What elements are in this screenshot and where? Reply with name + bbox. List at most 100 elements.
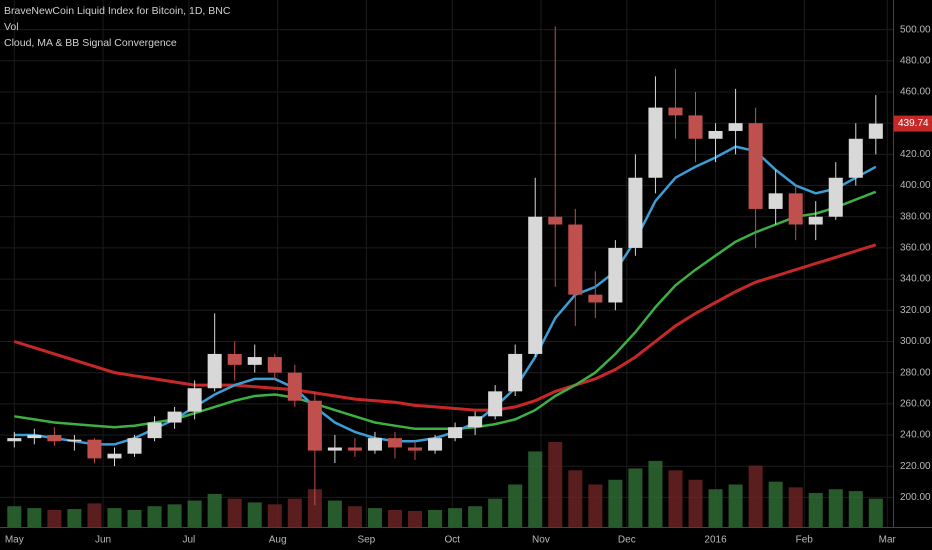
y-tick-label: 320.00 (900, 305, 931, 316)
candle-body (548, 216, 563, 225)
volume-bar (808, 493, 823, 527)
last-price-label: 439.74 (898, 118, 929, 129)
candle-body (87, 439, 102, 459)
indicator-label: Cloud, MA & BB Signal Convergence (4, 37, 177, 49)
x-tick-label: Mar (879, 535, 897, 546)
volume-bar (768, 481, 783, 527)
moving-average-line (14, 190, 877, 431)
volume-bar (107, 508, 122, 527)
volume-bar (227, 498, 242, 527)
candle-body (688, 115, 703, 139)
candles (7, 26, 883, 506)
x-tick-label: Sep (357, 535, 375, 546)
volume-pane (7, 442, 883, 527)
x-tick-label: 2016 (704, 535, 727, 546)
volume-bar (307, 489, 322, 527)
candle-body (628, 177, 643, 248)
volume-bar (828, 489, 843, 527)
candle-body (848, 138, 863, 178)
candle-body (207, 353, 222, 389)
volume-bar (247, 502, 262, 527)
x-tick-label: May (5, 535, 24, 546)
candle-body (468, 416, 483, 428)
candle-body (7, 438, 22, 442)
volume-bar (568, 470, 583, 527)
x-tick-label: Jun (95, 535, 111, 546)
volume-bar (327, 500, 342, 527)
volume-bar (588, 484, 603, 527)
volume-bar (67, 509, 82, 527)
y-tick-label: 340.00 (900, 274, 931, 285)
candle-body (387, 438, 402, 448)
y-tick-label: 420.00 (900, 149, 931, 160)
volume-bar (187, 500, 202, 527)
volume-bar (548, 442, 563, 527)
volume-bar (287, 498, 302, 527)
volume-bar (207, 493, 222, 527)
volume-bar (127, 510, 142, 527)
y-tick-label: 500.00 (900, 24, 931, 35)
indicator-label: Vol (4, 21, 19, 33)
volume-bar (387, 510, 402, 527)
volume-bar (468, 506, 483, 527)
moving-average-line (13, 243, 877, 412)
legend: BraveNewCoin Liquid Index for Bitcoin, 1… (4, 5, 231, 49)
candle-body (648, 107, 663, 178)
volume-bar (868, 498, 883, 527)
candle-body (728, 123, 743, 131)
y-tick-label: 260.00 (900, 398, 931, 409)
axes: 200.00 220.00 240.00 260.00 280.00 300.00 320.… (5, 24, 932, 546)
candle-body (347, 447, 362, 451)
candle-body (508, 353, 523, 392)
volume-bar (408, 510, 423, 527)
candle-body (488, 391, 503, 417)
candle-body (788, 193, 803, 225)
candle-body (528, 216, 543, 354)
y-tick-label: 380.00 (900, 211, 931, 222)
last-price-tag (894, 115, 932, 132)
candle-body (828, 177, 843, 217)
candle-body (768, 193, 783, 209)
volume-bar (848, 491, 863, 527)
volume-bar (448, 508, 463, 527)
candle-body (267, 357, 282, 373)
volume-bar (147, 506, 162, 527)
y-tick-label: 460.00 (900, 87, 931, 98)
volume-bar (688, 479, 703, 527)
volume-bar (267, 504, 282, 527)
candle-body (408, 447, 423, 451)
volume-bar (7, 506, 22, 527)
y-tick-label: 360.00 (900, 243, 931, 254)
candle-body (588, 294, 603, 303)
volume-bar (648, 460, 663, 527)
y-tick-label: 240.00 (900, 430, 931, 441)
candle-body (227, 353, 242, 365)
candle-body (808, 216, 823, 225)
volume-bar (367, 508, 382, 527)
candle-body (748, 123, 763, 209)
y-tick-label: 480.00 (900, 55, 931, 66)
volume-bar (728, 484, 743, 527)
volume-bar (528, 451, 543, 527)
candle-body (608, 247, 623, 303)
volume-bar (428, 510, 443, 527)
volume-bar (788, 487, 803, 527)
candle-body (247, 357, 262, 365)
candle-body (107, 453, 122, 459)
volume-bar (668, 470, 683, 527)
candle-body (568, 224, 583, 295)
candle-body (367, 438, 382, 451)
volume-bar (708, 489, 723, 527)
x-tick-label: Dec (618, 535, 636, 546)
x-tick-label: Oct (444, 535, 460, 546)
candle-body (287, 372, 302, 401)
volume-bar (27, 508, 42, 527)
candle-body (47, 435, 62, 442)
candle-body (428, 438, 443, 451)
volume-bar (87, 503, 102, 527)
volume-bar (47, 510, 62, 527)
candle-body (307, 400, 322, 451)
volume-bar (508, 484, 523, 527)
y-tick-label: 220.00 (900, 461, 931, 472)
x-tick-label: Jul (183, 535, 196, 546)
